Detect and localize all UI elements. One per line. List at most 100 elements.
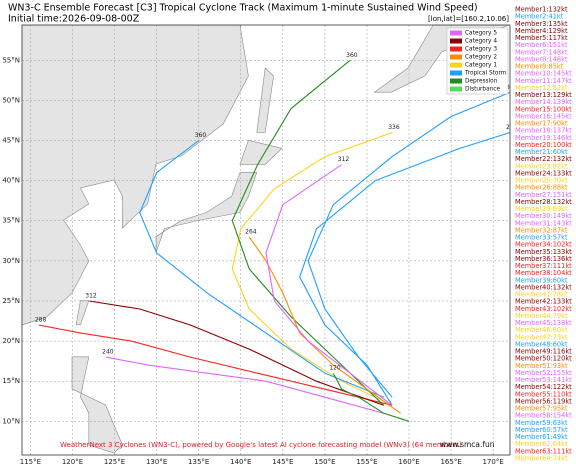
legend-label: Category 2	[465, 55, 497, 61]
track-hour-label: 312	[85, 292, 97, 299]
member-label: Member53:141kt	[515, 376, 572, 384]
footer: WeatherNext 3 Cyclones (WN3-C), powered …	[60, 441, 462, 449]
member-label: Member59:63kt	[515, 419, 568, 427]
track-hour-label: 336	[388, 124, 400, 131]
member-label: Member45:138kt	[515, 319, 572, 327]
mainland	[22, 25, 249, 326]
x-tick-label: 155°E	[356, 458, 377, 466]
legend-label: Category 1	[465, 63, 497, 69]
track	[38, 324, 393, 406]
member-label: Member7:148kt	[515, 48, 568, 56]
taiwan	[75, 300, 90, 326]
track-hour-label: 264	[245, 228, 257, 235]
track-hour-label: 288	[35, 317, 47, 324]
legend-swatch	[450, 62, 462, 68]
member-label: Member28:132kt	[515, 198, 572, 206]
x-tick-label: 160°E	[398, 458, 419, 466]
member-label: Member32:87kt	[515, 226, 568, 234]
member-label: Member20:100kt	[515, 141, 572, 149]
legend-swatch	[450, 78, 462, 84]
y-tick-label: 40°N	[2, 177, 20, 185]
track-hour-label: 360	[346, 52, 358, 59]
track	[248, 236, 401, 414]
legend-swatch	[450, 46, 462, 52]
legend: Category 5 Category 4 Category 3 Category 2…	[446, 27, 509, 95]
philippines	[71, 356, 123, 454]
y-tick-label: 50°N	[2, 96, 20, 104]
x-tick-label: 115°E	[20, 458, 41, 466]
member-label: Member16:145kt	[515, 112, 572, 120]
member-label: Member61:49kt	[515, 433, 568, 441]
member-label: Member17:90kt	[515, 120, 568, 128]
title: WN3-C Ensemble Forecast [C3] Tropical Cy…	[8, 3, 478, 14]
legend-swatch	[450, 86, 462, 92]
member-label: Member24:133kt	[515, 169, 572, 177]
x-tick-label: 165°E	[440, 458, 461, 466]
y-tick-label: 20°N	[2, 337, 20, 345]
member-label: Member57:95kt	[515, 405, 568, 413]
legend-label: Disturbance	[465, 87, 501, 93]
japan	[155, 172, 258, 253]
member-label: Member23:82kt	[515, 162, 568, 170]
member-label: Member60:57kt	[515, 426, 568, 434]
member-label: Member29:69kt	[515, 205, 568, 213]
member-label: Member22:132kt	[515, 155, 572, 163]
member-label: Member64:74kt	[515, 454, 568, 462]
member-label: Member13:129kt	[515, 91, 572, 99]
member-label: Member37:111kt	[515, 262, 572, 270]
x-tick-label: 120°E	[62, 458, 83, 466]
track-hour-label: 288	[506, 124, 518, 131]
member-label: Member1:132kt	[515, 6, 568, 14]
member-label: Member55:110kt	[515, 390, 572, 398]
hokkaido	[239, 139, 283, 165]
member-label: Member21:60kt	[515, 148, 568, 156]
member-label: Member2:41kt	[515, 13, 564, 21]
y-tick-label: 25°N	[2, 297, 20, 305]
x-tick-label: 150°E	[314, 458, 335, 466]
map-frame	[21, 24, 511, 456]
member-label: Member47:73kt	[515, 333, 568, 341]
subtitle: Initial time:2026-09-08-00Z	[8, 14, 140, 25]
member-label: Member15:100kt	[515, 105, 572, 113]
member-label: Member36:136kt	[515, 255, 572, 263]
member-label: Member30:149kt	[515, 212, 572, 220]
x-tick-label: 130°E	[146, 458, 167, 466]
track	[332, 372, 410, 422]
member-label: Member54:122kt	[515, 383, 572, 391]
member-label: Member62:64kt	[515, 440, 568, 448]
y-tick-label: 45°N	[2, 137, 20, 145]
track	[105, 356, 384, 414]
member-label: Member50:120kt	[515, 355, 572, 363]
member-label: Member38:104kt	[515, 269, 572, 277]
y-tick-label: 55°N	[2, 56, 20, 64]
member-label: Member27:151kt	[515, 191, 572, 199]
land	[22, 25, 509, 454]
legend-label: Category 5	[465, 31, 497, 37]
member-label: Member46:80kt	[515, 326, 568, 334]
track	[231, 131, 393, 406]
member-label: Member26:88kt	[515, 184, 568, 192]
legend-label: Category 3	[465, 47, 497, 53]
website: www.smca.fun	[440, 440, 495, 449]
member-label: Member6:151kt	[515, 41, 568, 49]
member-label: Member18:137kt	[515, 127, 572, 135]
member-label: Member43:102kt	[515, 305, 572, 313]
member-label: Member56:119kt	[515, 397, 572, 405]
legend-swatch	[450, 38, 462, 44]
sakhalin	[256, 67, 274, 133]
track	[231, 59, 385, 406]
member-label: Member34:102kt	[515, 241, 572, 249]
member-label: Member8:148kt	[515, 55, 568, 63]
track	[307, 91, 510, 398]
member-label: Member63:111kt	[515, 447, 572, 455]
x-tick-label: 135°E	[188, 458, 209, 466]
axes: 115°E 120°E 125°E 130°E 135°E 140°E 145°E 150°E…	[2, 56, 503, 466]
legend-label: Category 4	[465, 39, 497, 45]
member-label: Member42:133kt	[515, 298, 572, 306]
member-label: Member51:93kt	[515, 362, 568, 370]
member-label: Member49:116kt	[515, 348, 572, 356]
y-tick-label: 30°N	[2, 257, 20, 265]
member-label: Member14:139kt	[515, 98, 572, 106]
grid	[22, 25, 510, 455]
track-hour-label: 312	[338, 156, 350, 163]
